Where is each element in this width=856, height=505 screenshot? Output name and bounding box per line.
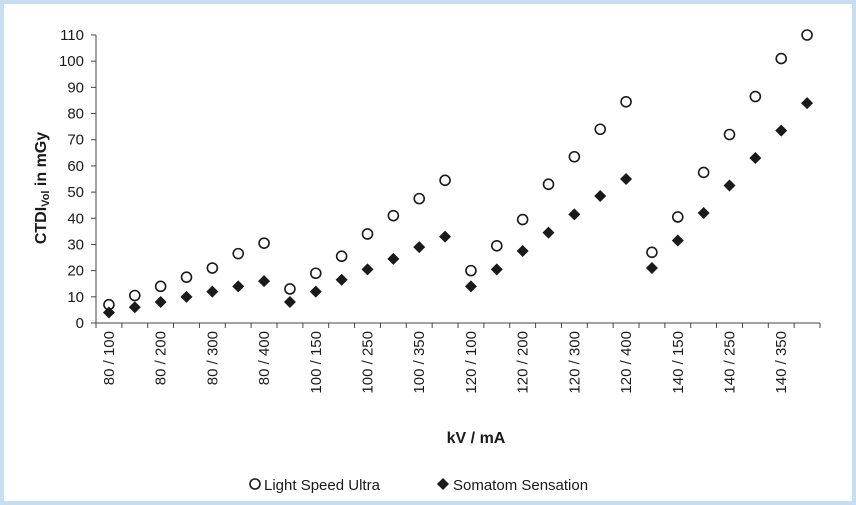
light-speed-ultra-point: [671, 211, 684, 223]
x-tick-label: 80 / 400: [256, 331, 273, 385]
y-tick-label: 70: [67, 132, 84, 149]
somatom-sensation-point: [283, 296, 296, 309]
somatom-sensation-point: [387, 252, 400, 265]
x-tick-label: 100 / 350: [411, 331, 428, 394]
light-speed-ultra-point: [206, 262, 219, 274]
light-speed-ultra-point: [154, 280, 167, 293]
somatom-sensation-point: [102, 306, 115, 319]
light-speed-ultra-point: [723, 128, 736, 141]
light-speed-ultra-point: [361, 228, 374, 240]
somatom-sensation-point: [542, 226, 555, 239]
light-speed-ultra-point: [413, 192, 426, 205]
y-tick-label: 40: [67, 210, 84, 227]
y-tick-label: 80: [67, 106, 84, 123]
legend: Light Speed Ultra Somatom Sensation: [249, 477, 588, 494]
somatom-sensation-point: [439, 230, 452, 243]
somatom-sensation-point: [490, 263, 503, 276]
light-speed-ultra-point: [801, 29, 813, 41]
somatom-sensation-point: [309, 285, 322, 298]
somatom-sensation-point: [801, 97, 814, 110]
light-speed-ultra-point: [309, 267, 322, 280]
somatom-sensation-point: [413, 241, 426, 254]
x-tick-label: 80 / 300: [204, 331, 221, 385]
light-speed-ultra-point: [516, 213, 529, 226]
legend-marker-somatom-sensation: [437, 478, 449, 490]
light-speed-ultra-point: [490, 239, 503, 252]
somatom-sensation-point: [775, 124, 788, 137]
light-speed-ultra-point: [439, 174, 451, 187]
svg-text:CTDIVol in mGy: CTDIVol in mGy: [33, 132, 52, 244]
light-speed-ultra-point: [697, 166, 710, 179]
light-speed-ultra-point: [465, 264, 477, 277]
x-tick-label: 80 / 100: [101, 331, 118, 385]
somatom-sensation-point: [335, 273, 348, 286]
somatom-sensation-point: [180, 290, 193, 303]
y-axis-title-subscript: Vol: [40, 191, 52, 207]
y-tick-label: 110: [60, 27, 84, 44]
light-speed-ultra-point: [620, 95, 632, 108]
x-tick-label: 80 / 200: [153, 331, 170, 385]
light-speed-ultra-point: [749, 90, 762, 103]
somatom-sensation-point: [516, 245, 529, 257]
light-speed-ultra-point: [542, 178, 555, 191]
somatom-sensation-point: [258, 275, 271, 288]
x-axis-title: kV / mA: [447, 430, 506, 447]
light-speed-ultra-point: [387, 209, 400, 222]
somatom-sensation-point: [232, 280, 245, 293]
y-axis-title: CTDIVol in mGy: [33, 132, 52, 244]
somatom-sensation-point: [128, 301, 141, 314]
x-tick-label: 120 / 300: [566, 331, 583, 394]
light-speed-ultra-point: [128, 289, 141, 302]
y-tick-label: 60: [67, 158, 84, 175]
light-speed-ultra-point: [568, 150, 581, 163]
y-axis-title-rest: in mGy: [33, 132, 50, 191]
light-speed-ultra-point: [284, 283, 296, 295]
somatom-sensation-point: [723, 179, 736, 192]
y-tick-label: 50: [67, 184, 84, 201]
somatom-sensation-point: [568, 208, 581, 221]
somatom-sensation-point: [594, 190, 607, 203]
x-tick-label: 100 / 250: [360, 331, 377, 394]
y-tick-label: 30: [67, 236, 84, 253]
x-tick-label: 140 / 150: [670, 331, 687, 394]
x-tick-label: 140 / 350: [773, 331, 790, 394]
x-tick-label: 120 / 100: [463, 331, 480, 394]
y-tick-label: 0: [76, 315, 84, 332]
somatom-sensation-point: [645, 262, 658, 275]
light-speed-ultra-point: [232, 247, 245, 260]
legend-label-somatom-sensation: Somatom Sensation: [453, 477, 588, 494]
somatom-sensation-point: [206, 285, 219, 298]
light-speed-ultra-point: [335, 250, 348, 263]
somatom-sensation-point: [671, 234, 684, 247]
x-tick-label: 120 / 400: [618, 331, 635, 394]
light-speed-ultra-point: [646, 246, 658, 259]
somatom-sensation-point: [697, 207, 710, 220]
somatom-sensation-point: [749, 152, 762, 165]
light-speed-ultra-point: [775, 52, 788, 65]
x-tick-label: 100 / 150: [308, 331, 325, 394]
y-tick-label: 10: [67, 289, 84, 306]
somatom-sensation-point: [154, 296, 167, 309]
y-tick-label: 20: [67, 263, 84, 280]
x-tick-label: 140 / 250: [722, 331, 739, 394]
legend-label-light-speed-ultra: Light Speed Ultra: [264, 477, 381, 494]
plot-area: 0 10 20 30 40 50 60 70 80 90 100 110 80 / 100 80 / 20…: [59, 27, 821, 394]
y-axis-title-main: CTDI: [33, 207, 50, 244]
y-tick-label: 100: [59, 53, 84, 70]
legend-marker-light-speed-ultra: [249, 478, 261, 490]
somatom-sensation-point: [361, 263, 374, 276]
somatom-sensation-point: [464, 280, 477, 293]
light-speed-ultra-point: [258, 237, 270, 249]
x-tick-label: 120 / 200: [515, 331, 532, 394]
light-speed-ultra-point: [594, 123, 607, 136]
light-speed-ultra-point: [180, 271, 193, 283]
somatom-sensation-point: [620, 173, 633, 185]
y-tick-label: 90: [67, 79, 84, 96]
